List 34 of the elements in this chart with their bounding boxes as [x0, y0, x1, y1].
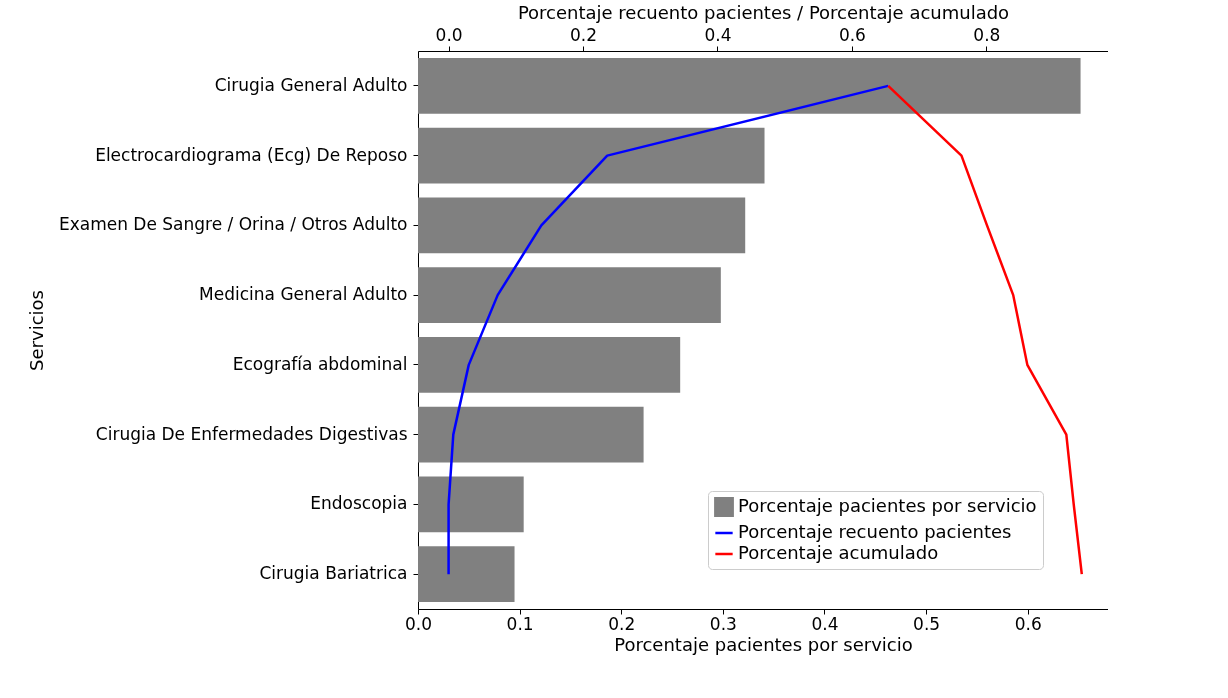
x2-tick-label: 0.2: [570, 24, 598, 45]
bar: [418, 197, 746, 254]
y-tick-label: Electrocardiograma (Ecg) De Reposo: [95, 144, 408, 165]
y-tick-label: Cirugia General Adulto: [214, 74, 408, 95]
x2-axis-title: Porcentaje recuento pacientes / Porcentaje acumulado: [517, 1, 1010, 23]
y-tick-label: Medicina General Adulto: [199, 284, 408, 305]
x-tick-label: 0.1: [506, 613, 534, 634]
x-tick-label: 0.5: [913, 613, 941, 634]
bar: [418, 546, 515, 603]
x2-tick-label: 0.4: [704, 24, 732, 45]
bar: [418, 476, 524, 533]
x-axis-title: Porcentaje pacientes por servicio: [614, 633, 913, 655]
legend-label: Porcentaje recuento pacientes: [738, 521, 1012, 542]
bar: [418, 336, 681, 393]
bar: [418, 127, 765, 184]
bar: [418, 57, 1081, 114]
x-tick-label: 0.3: [709, 613, 737, 634]
y-tick-label: Cirugia Bariatrica: [259, 563, 408, 584]
x2-tick-label: 0.8: [973, 24, 1001, 45]
x-tick-label: 0.6: [1014, 613, 1042, 634]
y-tick-label: Endoscopia: [310, 493, 408, 514]
x-tick-label: 0.0: [404, 613, 433, 634]
x-tick-label: 0.2: [608, 613, 636, 634]
y-tick-label: Ecografía abdominal: [232, 353, 408, 374]
legend-label: Porcentaje pacientes por servicio: [738, 495, 1037, 516]
legend-label: Porcentaje acumulado: [738, 542, 939, 563]
y-tick-label: Cirugia De Enfermedades Digestivas: [95, 423, 408, 444]
bar: [418, 406, 644, 463]
x2-tick-label: 0.0: [435, 24, 463, 45]
y-axis-title: Servicios: [25, 290, 47, 371]
bar: [418, 267, 721, 324]
x-tick-label: 0.4: [811, 613, 839, 634]
x2-tick-label: 0.6: [838, 24, 866, 45]
y-tick-label: Examen De Sangre / Orina / Otros Adulto: [58, 214, 408, 235]
